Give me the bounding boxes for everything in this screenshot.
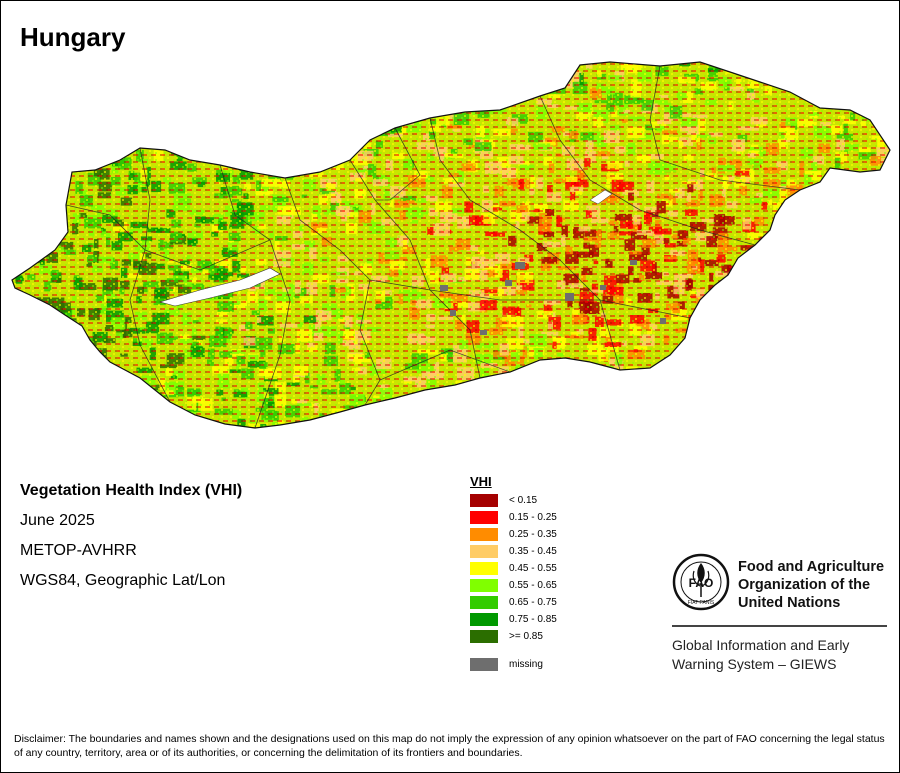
legend-label: 0.35 - 0.45 [509, 546, 557, 557]
svg-text:FIAT PANIS: FIAT PANIS [688, 600, 715, 606]
index-name: Vegetation Health Index (VHI) [20, 482, 243, 499]
legend-swatch [470, 528, 498, 541]
legend-swatch [470, 494, 498, 507]
org-name-line-3: United Nations [738, 595, 841, 611]
legend-swatch [470, 562, 498, 575]
vhi-map [11, 61, 891, 429]
legend-swatch [470, 613, 498, 626]
system-name: Global Information and Early Warning Sys… [672, 636, 849, 674]
organization-name: Food and Agriculture Organization of the… [738, 558, 884, 612]
projection-name: WGS84, Geographic Lat/Lon [20, 572, 226, 589]
legend-label: 0.55 - 0.65 [509, 580, 557, 591]
system-name-line-1: Global Information and Early [672, 637, 850, 653]
org-name-line-2: Organization of the [738, 577, 871, 593]
legend-label: >= 0.85 [509, 631, 543, 642]
legend-label: 0.75 - 0.85 [509, 614, 557, 625]
legend-title: VHI [470, 474, 492, 489]
legend-label: 0.25 - 0.35 [509, 529, 557, 540]
observation-date: June 2025 [20, 512, 95, 529]
divider [672, 625, 887, 627]
system-name-line-2: Warning System – GIEWS [672, 656, 837, 672]
legend-label: 0.15 - 0.25 [509, 512, 557, 523]
sensor-name: METOP-AVHRR [20, 542, 137, 559]
legend-swatch [470, 630, 498, 643]
org-name-line-1: Food and Agriculture [738, 559, 885, 575]
map-title: Hungary [20, 22, 126, 52]
legend-label: < 0.15 [509, 495, 538, 506]
legend-swatch [470, 658, 498, 671]
legend-swatch [470, 545, 498, 558]
legend-label: 0.45 - 0.55 [509, 563, 557, 574]
legend-swatch [470, 596, 498, 609]
svg-text:FAO: FAO [689, 576, 714, 590]
legend-swatch [470, 579, 498, 592]
disclaimer: Disclaimer: The boundaries and names sho… [14, 733, 885, 759]
legend-swatch [470, 511, 498, 524]
legend-label: missing [509, 659, 543, 670]
fao-logo-icon: FAO FIAT PANIS [672, 553, 730, 611]
legend-label: 0.65 - 0.75 [509, 597, 557, 608]
